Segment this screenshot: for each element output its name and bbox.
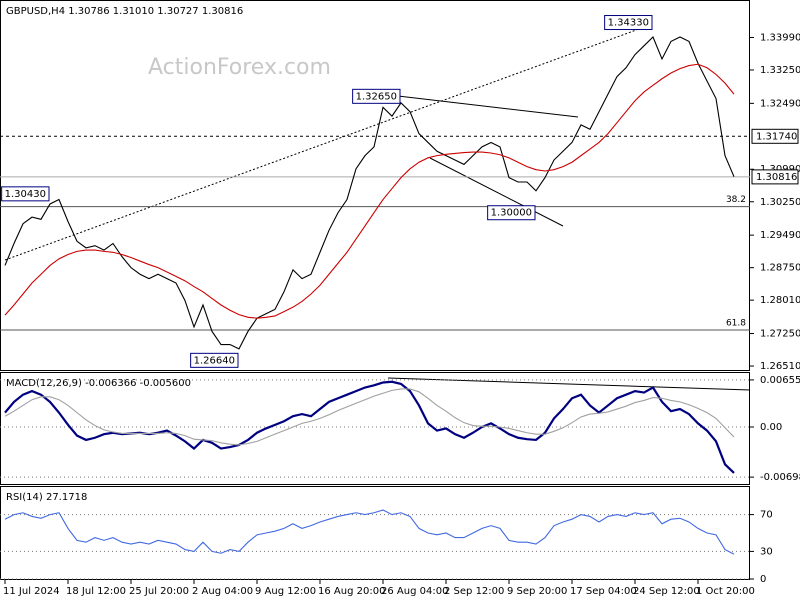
annotation-label: 1.26640 — [194, 355, 235, 366]
annotation-box — [604, 15, 653, 31]
level-label: 1.31740 — [756, 131, 797, 142]
annotation-label: 1.34330 — [608, 18, 649, 29]
x-tick-label: 9 Sep 20:00 — [507, 586, 567, 597]
series-line — [4, 388, 735, 446]
y-tick-label: 70 — [760, 510, 773, 521]
price-panel — [0, 0, 750, 371]
annotation-label: 1.30430 — [5, 189, 46, 200]
x-tick-label: 26 Aug 04:00 — [381, 586, 448, 597]
trend-line — [397, 95, 579, 118]
x-tick-label: 9 Aug 12:00 — [255, 586, 316, 597]
y-tick-label: 1.26510 — [760, 361, 800, 372]
x-tick-label: 18 Jul 12:00 — [66, 586, 126, 597]
y-tick-label: 1.32490 — [760, 98, 800, 109]
x-tick-label: 16 Aug 20:00 — [318, 586, 385, 597]
annotation-label: 1.30000 — [491, 208, 532, 219]
annotation-box — [352, 88, 401, 104]
trend-line — [429, 157, 564, 227]
fib-label: 38.2 — [726, 195, 746, 205]
trend-line — [4, 24, 651, 261]
x-tick-label: 2 Sep 12:00 — [444, 586, 504, 597]
y-tick-label: 0.006558 — [760, 375, 800, 386]
annotation-box — [190, 352, 239, 368]
fib-label: 61.8 — [726, 319, 746, 329]
y-tick-label: 1.29490 — [760, 230, 800, 241]
watermark: ActionForex.com — [148, 55, 331, 80]
y-tick-label: -0.006982 — [760, 472, 800, 483]
y-tick-label: 1.30250 — [760, 197, 800, 208]
panel-title: MACD(12,26,9) -0.006366 -0.005600 — [6, 378, 191, 389]
panel-title: GBPUSD,H4 1.30786 1.31010 1.30727 1.3081… — [6, 6, 243, 17]
y-tick-label: 1.27250 — [760, 329, 800, 340]
macd-panel — [0, 372, 750, 485]
series-line — [4, 63, 735, 319]
y-tick-label: 0 — [760, 574, 766, 585]
level-box — [751, 128, 799, 144]
y-tick-label: 30 — [760, 546, 773, 557]
x-tick-label: 2 Aug 04:00 — [192, 586, 253, 597]
y-tick-label: 1.33250 — [760, 65, 800, 76]
x-tick-label: 1 Oct 20:00 — [696, 586, 755, 597]
series-line — [4, 509, 735, 555]
level-box — [751, 169, 799, 185]
panel-title: RSI(14) 27.1718 — [6, 492, 87, 503]
annotation-box — [1, 186, 50, 202]
x-tick-label: 24 Sep 12:00 — [633, 586, 700, 597]
x-tick-label: 25 Jul 20:00 — [129, 586, 189, 597]
annotation-box — [487, 205, 536, 221]
y-tick-label: 1.33990 — [760, 32, 800, 43]
x-tick-label: 11 Jul 2024 — [3, 586, 60, 597]
level-label: 1.30816 — [756, 172, 797, 183]
x-tick-label: 17 Sep 04:00 — [570, 586, 637, 597]
annotation-label: 1.32650 — [356, 91, 397, 102]
y-tick-label: 0.00 — [760, 422, 782, 433]
series-line — [4, 36, 735, 350]
rsi-panel — [0, 486, 750, 580]
y-tick-label: 1.28750 — [760, 263, 800, 274]
y-tick-label: 1.28010 — [760, 295, 800, 306]
